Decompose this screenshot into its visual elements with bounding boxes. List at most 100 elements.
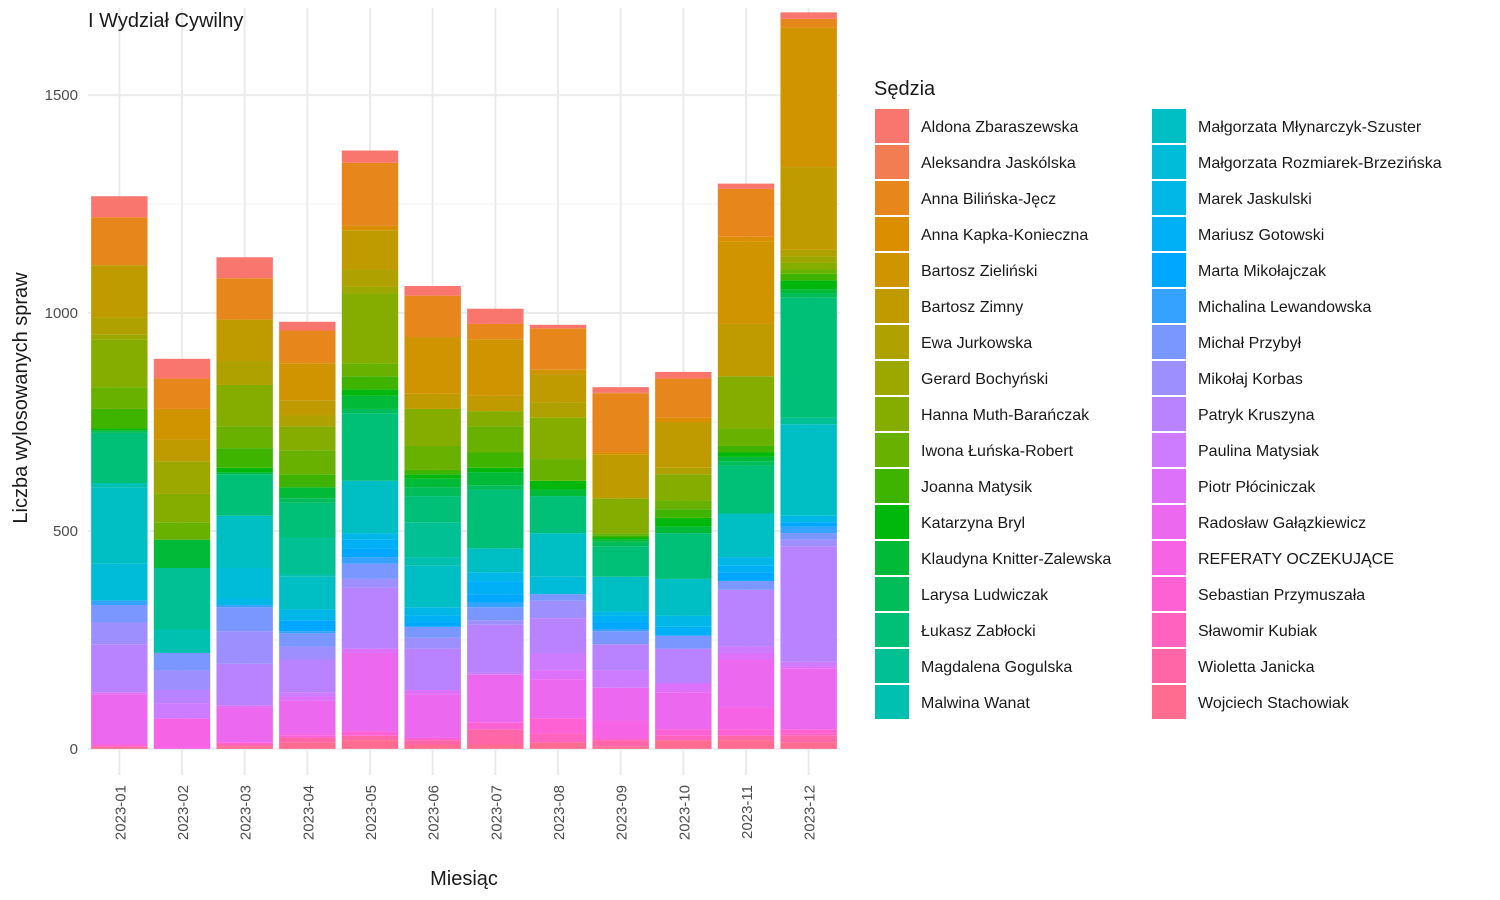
legend-item: Katarzyna Bryl: [875, 505, 1025, 539]
bar-segment: [467, 339, 524, 396]
bar-segment: [717, 445, 775, 453]
legend-swatch: [1152, 541, 1186, 575]
bar-segment: [279, 735, 336, 738]
legend-swatch: [1152, 577, 1186, 611]
legend-title: Sędzia: [874, 78, 936, 100]
bar-segment: [780, 526, 837, 534]
legend-swatch: [1152, 217, 1186, 251]
bar-segment: [216, 663, 273, 706]
legend-swatch: [875, 685, 909, 719]
bar-segment: [279, 633, 336, 647]
bar-segment: [780, 293, 837, 298]
bar-segment: [279, 474, 336, 488]
legend-item: Małgorzata Rozmiarek-Brzezińska: [1152, 145, 1442, 179]
bar-segment: [655, 526, 712, 534]
legend-item: Bartosz Zimny: [875, 289, 1023, 323]
x-tick-label: 2023-12: [802, 785, 819, 840]
bar-segment: [153, 629, 211, 653]
legend-swatch: [875, 253, 909, 287]
legend-label: Mikołaj Korbas: [1198, 371, 1303, 388]
bar-segment: [780, 249, 837, 257]
legend-swatch: [1152, 469, 1186, 503]
bar-segment: [717, 183, 775, 189]
bar-segment: [592, 533, 649, 536]
bar-segment: [467, 489, 524, 549]
bar-segment: [592, 629, 649, 632]
bar-segment: [717, 652, 775, 660]
bar-segment: [216, 707, 273, 743]
bar-segment: [655, 692, 712, 730]
bar-segment: [216, 705, 273, 708]
bar-segment: [341, 735, 399, 741]
legend-item: Łukasz Zabłocki: [875, 613, 1036, 647]
bar-segment: [341, 376, 399, 390]
bar-segment: [717, 557, 775, 566]
legend: Aldona Zbaraszewska Aleksandra Jaskólska A…: [875, 109, 1442, 719]
bar-segment: [341, 587, 399, 649]
bar-segment: [216, 384, 273, 427]
bar-segment: [341, 533, 399, 540]
legend-swatch: [875, 469, 909, 503]
bar-segment: [153, 567, 211, 630]
bar-segment: [467, 411, 524, 427]
bar-segment: [780, 742, 837, 749]
bar-segment: [467, 624, 524, 673]
bar-segment: [655, 729, 712, 736]
y-tick-label: 0: [70, 741, 78, 758]
legend-swatch: [1152, 325, 1186, 359]
bar-segment: [341, 408, 399, 414]
bar-segment: [404, 557, 461, 566]
legend-item: Sławomir Kubiak: [1152, 613, 1318, 647]
legend-swatch: [1152, 145, 1186, 179]
bar-segment: [655, 467, 712, 475]
bar-segment: [467, 395, 524, 412]
bar-segment: [91, 339, 148, 388]
bar-segment: [467, 472, 524, 486]
bar-segment: [279, 631, 336, 634]
legend-swatch: [875, 541, 909, 575]
bar-segment: [717, 452, 775, 457]
bar-segment: [655, 626, 712, 636]
bar-segment: [341, 548, 399, 558]
bar-segment: [467, 308, 524, 324]
bar-segment: [91, 265, 148, 318]
legend-label: Anna Bilińska-Jęcz: [921, 191, 1056, 208]
bar-segment: [216, 631, 273, 664]
bar-segment: [655, 740, 712, 749]
bar-segment: [216, 360, 273, 385]
bar-segment: [404, 637, 461, 649]
bar-segment: [717, 735, 775, 741]
bar-segment: [655, 578, 712, 616]
bar-segment: [529, 742, 587, 749]
bar-segment: [404, 474, 461, 479]
bar-segment: [91, 744, 148, 747]
bar-segment: [279, 620, 336, 632]
legend-label: Wioletta Janicka: [1198, 659, 1315, 676]
bar-segment: [529, 374, 587, 403]
legend-label: Sebastian Przymuszała: [1198, 587, 1365, 604]
bar-segment: [404, 487, 461, 497]
bar-segment: [780, 417, 837, 425]
bar-segment: [655, 422, 712, 468]
bar-segment: [216, 448, 273, 468]
legend-item: Mariusz Gotowski: [1152, 217, 1324, 251]
bar-segment: [341, 731, 399, 736]
bar-segment: [216, 474, 273, 516]
bar-segment: [780, 661, 837, 667]
bar-segment: [592, 454, 649, 499]
legend-swatch: [875, 613, 909, 647]
bar-segment: [529, 733, 587, 743]
legend-swatch: [875, 289, 909, 323]
bar-segment: [717, 659, 775, 708]
bar-segment: [780, 424, 837, 516]
bar-segment: [216, 607, 273, 632]
legend-item: Aleksandra Jaskólska: [875, 145, 1076, 179]
bar-segment: [780, 539, 837, 547]
bar-segment: [216, 605, 273, 608]
bar-segment: [655, 533, 712, 579]
bar-segment: [592, 740, 649, 747]
legend-item: Patryk Kruszyna: [1152, 397, 1315, 431]
bar-segment: [717, 707, 775, 730]
bar-segment: [655, 417, 712, 423]
bar-segment: [780, 12, 837, 19]
